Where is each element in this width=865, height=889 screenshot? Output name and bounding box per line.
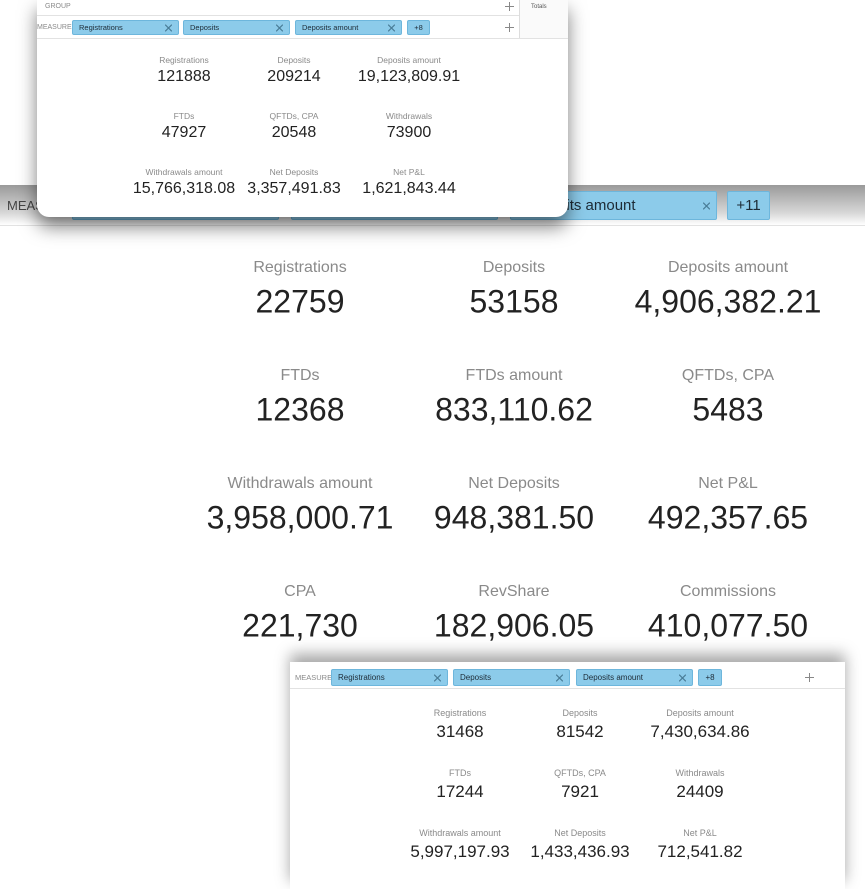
divider: [37, 38, 568, 39]
metric-value: 209214: [267, 68, 321, 85]
metric-label: Net P&L: [698, 475, 758, 492]
divider: [290, 688, 845, 689]
remove-icon[interactable]: [556, 674, 563, 681]
metric-label: Deposits amount: [666, 708, 734, 718]
metric-label: Deposits amount: [667, 259, 789, 276]
metric-value: 948,381.50: [433, 499, 595, 536]
metric-label: Withdrawals amount: [419, 828, 501, 838]
metric-label: Registrations: [433, 708, 487, 718]
metric-value: 5,997,197.93: [410, 842, 510, 861]
measure-chip[interactable]: Registrations: [331, 669, 448, 686]
metric-label: QFTDs, CPA: [269, 111, 319, 121]
divider: [37, 15, 519, 16]
metric-value: 81542: [556, 722, 604, 741]
metric-value: 712,541.82: [657, 842, 743, 861]
metric-label: Net Deposits: [269, 167, 319, 177]
measure-chip[interactable]: Deposits amount: [576, 669, 693, 686]
metric-value: 12368: [255, 391, 345, 428]
metric-label: Registrations: [159, 55, 209, 65]
totals-label: Totals: [531, 4, 547, 10]
metric-label: Commissions: [679, 583, 777, 600]
more-chip[interactable]: +8: [407, 20, 430, 35]
divider: [0, 225, 865, 226]
metric-label: FTDs: [173, 111, 195, 121]
metric-label: RevShare: [478, 583, 550, 600]
add-button[interactable]: [805, 673, 814, 682]
remove-icon[interactable]: [388, 24, 395, 31]
metric-value: 47927: [161, 124, 207, 141]
metric-value: 17244: [436, 782, 484, 801]
metric-value: 15,766,318.08: [132, 180, 236, 197]
metric-label: Withdrawals amount: [227, 475, 373, 492]
metric-label: Net P&L: [393, 167, 425, 177]
metric-value: 1,433,436.93: [530, 842, 630, 861]
more-chip[interactable]: +11: [727, 191, 770, 220]
metric-label: FTDs amount: [465, 367, 563, 384]
metric-value: 3,958,000.71: [206, 499, 394, 536]
metric-value: 5483: [692, 391, 764, 428]
measure-chip[interactable]: Registrations: [72, 20, 179, 35]
metric-label: Net Deposits: [468, 475, 560, 492]
add-button[interactable]: [505, 23, 514, 32]
metric-value: 22759: [255, 283, 345, 320]
metric-value: 20548: [271, 124, 317, 141]
metric-value: 410,077.50: [647, 607, 809, 644]
metric-label: QFTDs, CPA: [554, 768, 606, 778]
more-chip[interactable]: +8: [698, 669, 722, 686]
measure-chip[interactable]: Deposits: [183, 20, 290, 35]
metric-value: 7,430,634.86: [650, 722, 750, 741]
metric-label: CPA: [284, 583, 316, 600]
metric-value: 3,357,491.83: [247, 180, 341, 197]
metric-label: QFTDs, CPA: [681, 367, 775, 384]
metric-value: 4,906,382.21: [634, 283, 822, 320]
metric-value: 492,357.65: [647, 499, 809, 536]
metric-label: Withdrawals: [385, 111, 433, 121]
totals-box: [519, 0, 568, 38]
metric-value: 1,621,843.44: [362, 180, 456, 197]
group-label: GROUP: [45, 3, 71, 10]
metric-value: 221,730: [242, 607, 358, 644]
metric-label: FTDs: [449, 768, 471, 778]
add-button[interactable]: [505, 2, 514, 11]
metric-label: Deposits: [482, 259, 546, 276]
measure-label: MEASURE: [295, 673, 333, 682]
measure-label: MEASURE: [37, 24, 72, 31]
metric-label: Withdrawals amount: [145, 167, 223, 177]
metric-label: Withdrawals: [675, 768, 725, 778]
metric-label: Registrations: [253, 259, 347, 276]
metric-value: 19,123,809.91: [357, 68, 461, 85]
remove-icon[interactable]: [276, 24, 283, 31]
remove-icon[interactable]: [434, 674, 441, 681]
remove-icon[interactable]: [703, 202, 710, 209]
bottom-panel: MEASURE Registrations Deposits Deposits amo…: [290, 662, 845, 889]
measure-chip[interactable]: Deposits: [453, 669, 570, 686]
metric-value: 53158: [469, 283, 559, 320]
metric-value: 24409: [676, 782, 724, 801]
metric-value: 182,906.05: [433, 607, 595, 644]
remove-icon[interactable]: [679, 674, 686, 681]
metric-value: 31468: [436, 722, 484, 741]
remove-icon[interactable]: [165, 24, 172, 31]
metric-label: Deposits amount: [377, 55, 441, 65]
measure-chip[interactable]: Deposits amount: [295, 20, 402, 35]
metric-label: FTDs: [280, 367, 320, 384]
metric-label: Deposits: [277, 55, 311, 65]
metric-value: 7921: [561, 782, 599, 801]
metric-label: Net Deposits: [554, 828, 606, 838]
top-panel: GROUP Totals MEASURE Registrations Deposits D…: [37, 0, 568, 217]
metric-value: 73900: [386, 124, 432, 141]
metric-value: 833,110.62: [435, 391, 593, 428]
metric-value: 121888: [157, 68, 211, 85]
metric-label: Deposits: [562, 708, 598, 718]
metric-label: Net P&L: [683, 828, 717, 838]
